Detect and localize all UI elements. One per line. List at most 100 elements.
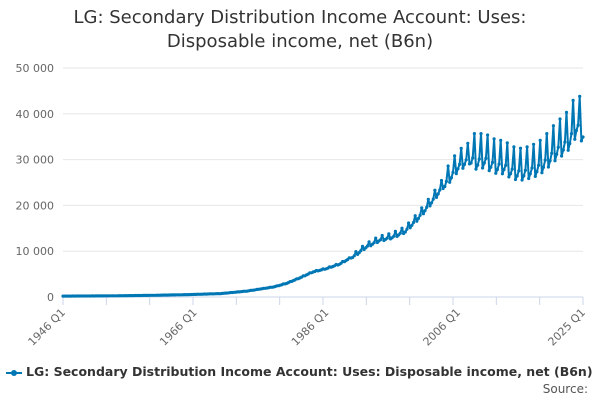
- data-point: [392, 234, 396, 238]
- data-point: [444, 179, 448, 183]
- x-tick-label: 1966 Q1: [157, 306, 200, 349]
- data-point: [502, 167, 506, 172]
- data-point: [522, 174, 526, 178]
- data-point: [518, 146, 523, 150]
- y-tick-label: 10 000: [16, 245, 55, 258]
- chart-title-line-1: LG: Secondary Distribution Income Accoun…: [73, 7, 527, 28]
- data-point: [454, 172, 458, 176]
- data-point: [517, 169, 521, 173]
- data-point: [487, 169, 491, 173]
- data-point: [380, 233, 384, 238]
- data-point: [541, 165, 546, 169]
- data-point: [553, 159, 557, 163]
- data-point: [448, 180, 452, 184]
- legend[interactable]: LG: Secondary Distribution Income Accoun…: [6, 364, 596, 379]
- data-point: [581, 135, 585, 139]
- data-point: [533, 174, 537, 178]
- data-point: [458, 162, 462, 166]
- data-point: [453, 154, 457, 158]
- data-point: [500, 172, 504, 176]
- data-point: [540, 171, 544, 175]
- data-point: [573, 137, 577, 141]
- data-point: [513, 177, 518, 182]
- data-point: [367, 240, 371, 244]
- data-point: [474, 167, 478, 171]
- data-point: [486, 133, 490, 137]
- data-point: [576, 123, 580, 127]
- data-point: [564, 110, 569, 114]
- data-point: [568, 141, 572, 146]
- data-point: [431, 197, 435, 201]
- data-point: [469, 161, 473, 165]
- data-point: [471, 156, 475, 160]
- data-point: [495, 167, 499, 172]
- data-point: [520, 178, 524, 182]
- data-point: [499, 138, 503, 142]
- y-tick-label: 0: [47, 291, 54, 304]
- series-line: [63, 95, 584, 298]
- data-point: [398, 231, 402, 235]
- data-point: [579, 139, 584, 143]
- data-point: [561, 148, 565, 152]
- data-point: [415, 219, 419, 223]
- data-point: [461, 166, 465, 170]
- data-point: [430, 201, 434, 205]
- data-point: [360, 244, 365, 248]
- data-point: [497, 162, 501, 166]
- x-tick-label: 1946 Q1: [26, 306, 69, 349]
- data-point: [446, 164, 450, 168]
- data-point: [466, 141, 470, 145]
- data-point: [546, 165, 551, 169]
- data-point: [407, 221, 411, 225]
- data-point: [464, 158, 468, 162]
- data-point: [425, 205, 429, 209]
- data-point: [551, 124, 556, 128]
- legend-label: LG: Secondary Distribution Income Accoun…: [26, 364, 593, 379]
- data-point: [479, 132, 483, 136]
- y-tick-label: 20 000: [16, 199, 55, 212]
- data-point: [477, 157, 481, 161]
- data-point: [439, 178, 444, 183]
- data-point: [571, 98, 575, 102]
- data-point: [556, 145, 560, 149]
- data-point: [532, 142, 536, 146]
- data-point: [525, 145, 529, 149]
- data-point: [574, 128, 579, 133]
- x-tick-label: 2025 Q1: [546, 306, 589, 349]
- data-point: [449, 176, 453, 180]
- data-point: [494, 171, 498, 175]
- data-point: [523, 168, 528, 172]
- data-point: [387, 232, 391, 236]
- data-point: [428, 204, 432, 208]
- data-point: [410, 223, 414, 227]
- data-point: [408, 226, 412, 230]
- data-point: [393, 229, 397, 233]
- x-tick-label: 2006 Q1: [421, 306, 464, 349]
- data-point: [548, 159, 552, 163]
- chart-title: LG: Secondary Distribution Income Accoun…: [0, 6, 600, 54]
- data-point: [354, 250, 358, 254]
- data-point: [365, 244, 369, 248]
- x-tick-label: 1986 Q1: [289, 306, 332, 349]
- data-point: [418, 213, 422, 217]
- data-point: [504, 163, 508, 167]
- data-point: [563, 140, 567, 144]
- data-point: [482, 161, 486, 165]
- data-point: [545, 132, 549, 136]
- data-point: [352, 254, 356, 258]
- data-point: [423, 209, 427, 213]
- y-tick-label: 40 000: [16, 108, 55, 121]
- data-point: [372, 241, 376, 245]
- data-point: [451, 170, 455, 174]
- data-point: [403, 230, 407, 234]
- legend-marker-icon: [6, 368, 22, 378]
- chart-title-line-2: Disposable income, net (B6n): [166, 31, 434, 52]
- data-point: [379, 238, 383, 242]
- data-point: [555, 152, 559, 156]
- data-point: [481, 166, 485, 170]
- data-point: [490, 160, 495, 164]
- data-point: [420, 206, 424, 210]
- data-point: [543, 158, 547, 162]
- data-point: [515, 174, 519, 178]
